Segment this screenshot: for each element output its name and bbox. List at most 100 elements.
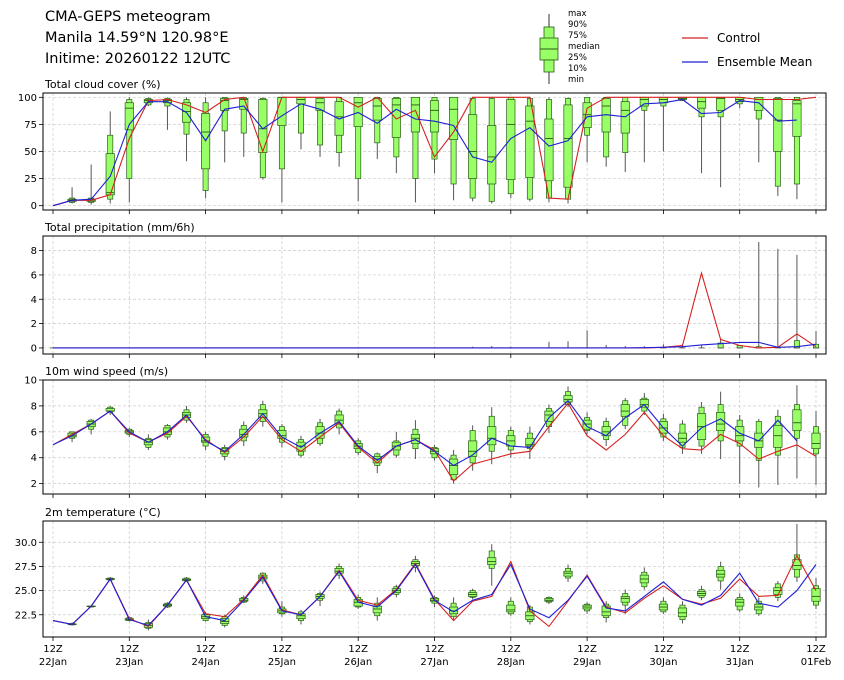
box-plot (525, 605, 535, 625)
box-plot (716, 561, 726, 590)
control-line (52, 96, 817, 207)
box-legend-p10: 10% (568, 64, 587, 74)
x-tick-label-hour: 12Z (348, 644, 368, 655)
box-plot (658, 597, 668, 614)
box-25-75 (506, 604, 516, 613)
box-legend-min: min (568, 75, 585, 85)
panel-frame (42, 379, 827, 495)
legend-ensemble-mean-label: Ensemble Mean (717, 55, 813, 69)
box-25-75 (677, 607, 688, 618)
x-tick-label-hour: 12Z (43, 644, 63, 655)
box-25-75 (296, 613, 306, 619)
y-tick-label: 100 (18, 93, 37, 104)
y-tick-label: 0 (31, 343, 37, 354)
box-25-75 (696, 96, 707, 109)
x-tick-label-hour: 12Z (577, 644, 597, 655)
box-legend-p75: 75% (568, 31, 587, 41)
box-plot (696, 585, 707, 601)
y-tick-label: 6 (31, 270, 37, 281)
ensemble-mean-line (53, 341, 817, 349)
box-25-75 (429, 100, 440, 133)
panel-4: 2m temperature (°C) 22.5 25.0 27.5 30.0 (15, 506, 827, 641)
y-tick-label: 4 (31, 295, 37, 306)
box-plot (277, 96, 287, 203)
box-plot (487, 97, 497, 204)
box-plot (544, 404, 554, 434)
box-legend-p90: 90% (568, 20, 587, 30)
box-25-75 (716, 96, 726, 111)
box-25-75 (620, 596, 630, 603)
box-plot (391, 96, 401, 174)
box-25-75 (792, 409, 802, 431)
box-plot (563, 386, 573, 408)
panel-title: Total cloud cover (%) (44, 78, 161, 91)
box-legend-max: max (568, 9, 587, 19)
box-25-75 (773, 98, 783, 152)
box-plot (544, 97, 554, 203)
box-25-75 (563, 570, 573, 577)
box-plot (296, 96, 306, 150)
y-tick-label: 4 (31, 453, 37, 464)
panel-frame (42, 235, 827, 355)
box-plot (468, 588, 478, 600)
box-25-75 (620, 101, 630, 134)
box-plot (334, 96, 344, 167)
box-plot (773, 580, 783, 602)
box-plot (315, 96, 325, 157)
box-plot (487, 544, 497, 586)
box-25-75 (277, 96, 287, 126)
box-plot (792, 523, 802, 582)
box-25-75 (372, 98, 382, 121)
box-plot (601, 601, 611, 623)
box-25-75 (544, 118, 554, 182)
chart-title: CMA-GEPS meteogram (45, 9, 211, 25)
box-plot (563, 564, 573, 582)
box-25-75 (296, 96, 306, 105)
x-tick-label-hour: 12Z (120, 644, 140, 655)
box-25-75 (410, 96, 420, 133)
box-legend-median: median (568, 42, 600, 52)
box-plot (525, 426, 535, 460)
box-25-75 (449, 606, 459, 615)
box-plot (506, 426, 516, 458)
y-tick-label: 6 (31, 427, 37, 438)
box-25-75 (735, 598, 745, 607)
x-tick-label-date: 23Jan (115, 657, 143, 668)
box-25-75 (239, 98, 249, 110)
box-25-75 (544, 410, 554, 422)
x-tick-label-hour: 12Z (425, 644, 445, 655)
y-tick-label: 27.5 (15, 562, 37, 573)
legend-lower-box (543, 59, 555, 73)
box-25-75 (735, 426, 745, 442)
y-tick-label: 25.0 (15, 586, 37, 597)
box-25-75 (525, 105, 535, 178)
box-plot (124, 97, 134, 203)
box-plot (601, 417, 611, 447)
box-legend-p25: 25% (568, 53, 587, 63)
box-25-75 (468, 114, 478, 179)
box-plot (620, 398, 630, 430)
box-25-75 (372, 605, 382, 614)
y-tick-label: 2 (31, 479, 37, 490)
box-25-75 (410, 434, 420, 444)
box-25-75 (105, 153, 115, 196)
panel-3: 10m wind speed (m/s) 2 4 6 8 10 (24, 365, 827, 498)
box-25-75 (563, 104, 573, 188)
box-25-75 (811, 588, 821, 602)
box-25-75 (468, 440, 478, 457)
panel-title: Total precipitation (mm/6h) (44, 221, 195, 234)
box-plot (811, 411, 821, 485)
y-tick-label: 8 (31, 246, 37, 257)
box-25-75 (315, 98, 325, 111)
box-25-75 (620, 404, 630, 417)
location-label: Manila 14.59°N 120.98°E (45, 30, 229, 46)
y-tick-label: 8 (31, 401, 37, 412)
box-plot (773, 409, 783, 485)
y-tick-label: 25 (24, 174, 37, 185)
box-plot (487, 407, 497, 465)
box-25-75 (449, 458, 459, 475)
box-25-75 (563, 395, 573, 403)
box-plot (696, 96, 707, 174)
panel-title: 10m wind speed (m/s) (45, 365, 168, 378)
box-10-90 (793, 96, 800, 185)
